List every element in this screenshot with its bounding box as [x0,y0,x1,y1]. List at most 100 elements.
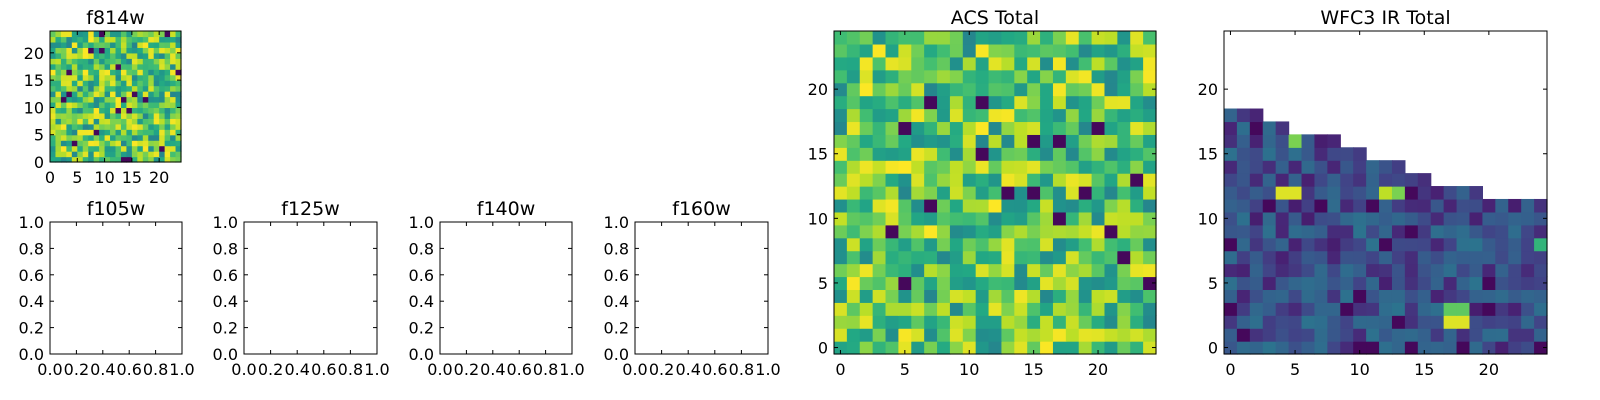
heatmap-cell [164,145,171,152]
heatmap-cell [1236,302,1251,316]
heatmap-cell [66,134,73,141]
heatmap-cell [115,156,122,163]
heatmap-cell [846,198,861,213]
heatmap-cell [1078,121,1093,135]
heatmap-cell [1495,224,1509,239]
heatmap-cell [911,341,925,355]
heatmap-cell [1314,134,1328,148]
x-tick-label: 5 [1290,360,1300,379]
heatmap-cell [1065,341,1080,355]
heatmap-cell [50,140,57,147]
heatmap-cell [55,36,62,43]
heatmap-cell [846,56,861,71]
heatmap-cell [1508,211,1522,226]
heatmap-cell [1249,186,1264,200]
heatmap-cell [1091,43,1106,58]
heatmap-cell [898,224,912,239]
heatmap-cell [1482,198,1496,213]
heatmap-cell [975,302,990,316]
heatmap-cell [60,107,67,114]
heatmap-cell [1078,31,1093,45]
heatmap-cell [170,156,177,163]
heatmap-cell [1391,276,1406,290]
heatmap-cell [1014,121,1028,135]
heatmap-cell [1001,31,1015,45]
x-tick-label: 1.0 [755,360,780,379]
heatmap-cell [1430,224,1445,239]
heatmap-cell [1001,82,1015,97]
heatmap-cell [1143,147,1157,161]
heatmap-cell [1104,186,1118,200]
heatmap-cell [1456,237,1471,252]
heatmap-cell [834,289,848,303]
heatmap-cell [1065,121,1080,135]
panel-title: ACS Total [951,7,1039,29]
heatmap-cell [1040,186,1054,200]
heatmap-cell [872,302,887,316]
heatmap-cell [1534,263,1548,278]
heatmap-cell [93,47,100,54]
heatmap-cell [1078,328,1093,342]
heatmap-cell [126,63,133,70]
heatmap-cell [1275,315,1290,329]
heatmap-cell [872,95,887,110]
heatmap-cell [99,69,106,76]
heatmap-cell [1508,341,1522,355]
heatmap-cell [60,123,67,130]
heatmap-cell [71,112,78,119]
heatmap-cell [975,108,990,123]
heatmap-cell [988,315,1003,329]
heatmap-cell [937,31,951,45]
heatmap-cell [911,173,925,187]
x-tick-label: 0.2 [64,360,89,379]
heatmap-cell [1495,250,1509,265]
heatmap-cell [1104,82,1118,97]
heatmap-cell [126,74,133,81]
heatmap-cell [937,289,951,303]
heatmap-cell [137,47,144,54]
heatmap-cell [175,31,182,38]
heatmap-cell [170,123,177,130]
heatmap-cell [1469,328,1483,342]
heatmap-cell [1027,134,1041,148]
heatmap-cell [164,31,171,38]
y-tick-label: 0.4 [604,292,629,311]
heatmap-cell [846,121,861,135]
heatmap-cell [1001,186,1015,200]
heatmap-cell [1314,263,1328,278]
heatmap-cell [115,112,122,119]
heatmap-cell [1456,315,1471,329]
heatmap-cell [1340,147,1354,161]
heatmap-cell [1143,224,1157,239]
heatmap-cell [1001,134,1015,148]
x-tick-label: 0.0 [231,360,256,379]
heatmap-cell [93,129,100,136]
y-tick-label: 0.0 [213,345,238,364]
heatmap-cell [1366,198,1380,213]
heatmap-cell [60,63,67,70]
heatmap-cell [1104,69,1118,84]
heatmap-cell [962,211,977,226]
heatmap-cell [975,315,990,329]
heatmap-cell [1443,224,1458,239]
heatmap-cell [131,69,138,76]
heatmap-cell [88,36,95,43]
heatmap-cell [88,91,95,98]
heatmap-cell [1417,289,1432,303]
heatmap-cell [104,63,111,70]
heatmap-cell [153,151,160,158]
heatmap-cell [1027,341,1041,355]
heatmap-cell [137,112,144,119]
heatmap-cell [50,134,57,141]
heatmap-cell [126,145,133,152]
heatmap-cell [148,85,155,92]
heatmap-cell [148,129,155,136]
heatmap-cell [1143,186,1157,200]
heatmap-cell [66,96,73,103]
heatmap-cell [975,82,990,97]
heatmap-cell [77,74,84,81]
heatmap-cell [1224,160,1238,174]
heatmap-cell [50,118,57,125]
heatmap-cell [71,36,78,43]
heatmap-cell [834,276,848,290]
